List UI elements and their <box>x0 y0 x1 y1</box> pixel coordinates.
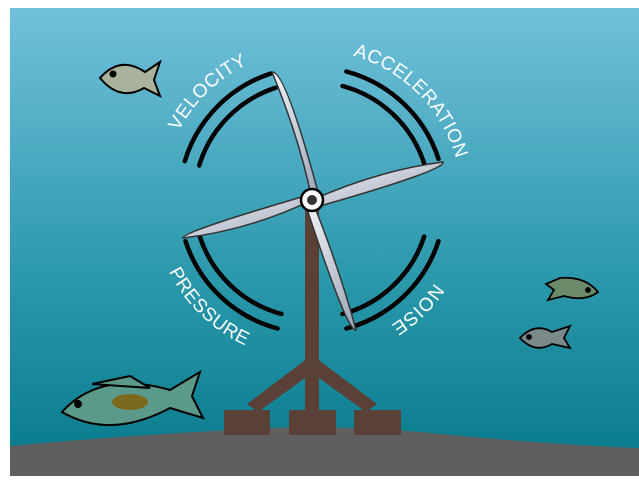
seabed <box>10 427 639 476</box>
fish <box>60 369 205 427</box>
turbine-tower <box>224 200 401 435</box>
signal-arc <box>183 238 280 331</box>
fish <box>98 59 162 99</box>
turbine-rotor <box>182 71 444 331</box>
signal-arc <box>196 85 278 168</box>
signal-arc <box>197 234 284 317</box>
signal-arcs <box>182 69 441 331</box>
signal-arc <box>344 69 441 162</box>
fish <box>518 324 572 350</box>
signal-arc <box>340 83 427 166</box>
signal-arc <box>340 234 427 317</box>
signal-arc <box>182 71 274 164</box>
signal-arc <box>344 238 441 331</box>
fish <box>544 276 600 302</box>
